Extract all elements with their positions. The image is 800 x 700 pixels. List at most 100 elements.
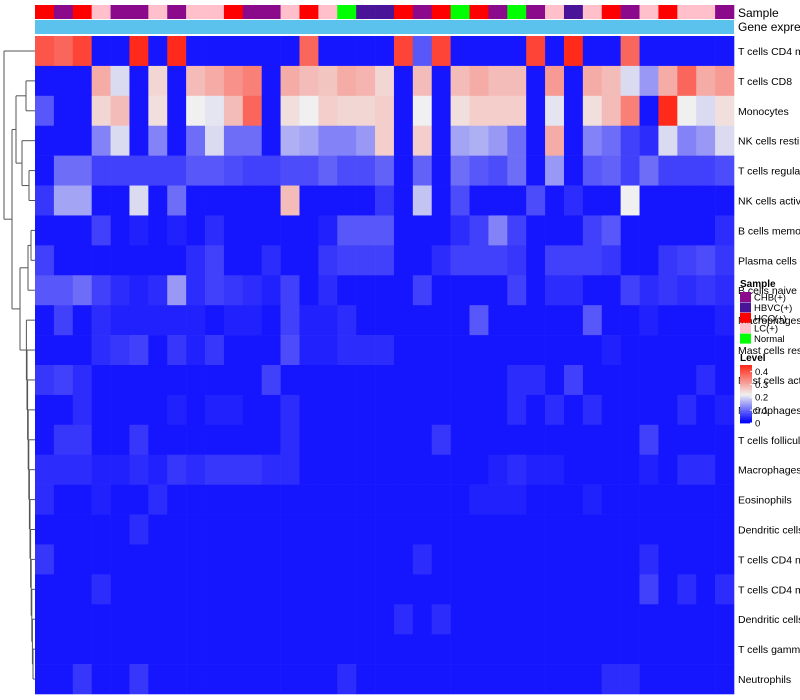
heatmap-cell	[223, 454, 244, 485]
sample-annotation-cell	[167, 5, 187, 19]
heatmap-cell	[545, 514, 565, 545]
legend-swatch	[740, 323, 751, 334]
heatmap-cell	[507, 365, 527, 396]
heatmap-cell	[601, 36, 621, 67]
sample-annotation-cell	[393, 5, 414, 19]
heatmap-cell	[129, 365, 149, 396]
heatmap-cell	[563, 604, 584, 635]
heatmap-cell	[469, 365, 489, 396]
heatmap-cell	[488, 664, 508, 695]
legend-ramp-step	[740, 399, 752, 402]
heatmap-cell	[658, 155, 678, 186]
heatmap-cell	[563, 155, 584, 186]
heatmap-cell	[393, 95, 414, 127]
heatmap-cell	[715, 305, 735, 336]
heatmap-cell	[35, 95, 55, 127]
heatmap-cell	[356, 305, 376, 336]
heatmap-cell	[393, 215, 414, 246]
heatmap-cell	[620, 484, 640, 515]
heatmap-cell	[129, 125, 149, 156]
sample-annotation-cell	[601, 5, 621, 19]
heatmap-cell	[450, 275, 470, 306]
heatmap-cell	[205, 664, 225, 695]
heatmap-cell	[261, 305, 281, 336]
heatmap-cell	[412, 544, 433, 575]
heatmap-cell	[91, 65, 111, 97]
heatmap-cell	[393, 185, 414, 216]
heatmap-cell	[677, 514, 697, 545]
heatmap-cell	[563, 36, 584, 67]
heatmap-cell	[167, 454, 187, 485]
heatmap-cell	[639, 394, 659, 426]
heatmap-cell	[715, 155, 735, 186]
legend-tick-label: 0.4	[755, 367, 768, 378]
heatmap-cell	[299, 245, 319, 276]
heatmap-cell	[375, 215, 395, 246]
heatmap-cell	[696, 484, 716, 515]
heatmap-cell	[545, 365, 565, 396]
heatmap-cell	[129, 305, 149, 336]
heatmap-cell	[167, 514, 187, 545]
heatmap-cell	[356, 394, 376, 426]
heatmap-cell	[412, 245, 433, 276]
heatmap-cell	[148, 454, 168, 485]
heatmap-cell	[299, 95, 319, 127]
legend-ramp-step	[740, 394, 752, 396]
heatmap-cell	[582, 125, 603, 156]
sample-annotation-cell	[658, 5, 678, 19]
heatmap-cell	[186, 604, 206, 635]
heatmap-cell	[72, 185, 92, 216]
heatmap-cell	[186, 155, 206, 186]
heatmap-cell	[167, 484, 187, 515]
heatmap-cell	[375, 335, 395, 366]
heatmap-cell	[167, 125, 187, 156]
heatmap-cell	[601, 394, 621, 426]
heatmap-cell	[469, 394, 489, 426]
heatmap-cell	[242, 245, 263, 276]
heatmap-cell	[72, 335, 92, 366]
heatmap-cell	[412, 335, 433, 366]
row-label: Neutrophils	[738, 674, 791, 686]
row-label: Eosinophils	[738, 495, 792, 507]
heatmap-cell	[53, 185, 74, 216]
heatmap-cell	[526, 664, 546, 695]
heatmap-cell	[72, 365, 92, 396]
heatmap-cell	[72, 275, 92, 306]
heatmap-cell	[186, 245, 206, 276]
legend: Sample CHB(+)HBVC(+)HCC(+)LC(+)Normal Leve…	[740, 279, 792, 430]
heatmap-cell	[318, 185, 338, 216]
heatmap-cell	[488, 634, 508, 665]
heatmap-cell	[601, 424, 621, 456]
heatmap-cell	[356, 245, 376, 276]
heatmap-cell	[620, 185, 640, 216]
heatmap-cell	[582, 544, 603, 575]
heatmap-cell	[72, 514, 92, 545]
heatmap-cell	[129, 36, 149, 67]
sample-annotation-cell	[337, 5, 357, 19]
heatmap-cell	[280, 65, 300, 97]
heatmap-cell	[412, 95, 433, 127]
heatmap-cell	[658, 95, 678, 127]
heatmap-cell	[35, 155, 55, 186]
heatmap-cell	[223, 484, 244, 515]
heatmap-cell	[696, 634, 716, 665]
heatmap-cell	[53, 394, 74, 426]
heatmap-cell	[205, 215, 225, 246]
heatmap-cell	[545, 125, 565, 156]
sample-annotation-cell	[488, 5, 508, 19]
sample-annotation-cell	[677, 5, 697, 19]
heatmap-cell	[393, 335, 414, 366]
heatmap-cell	[242, 514, 263, 545]
heatmap-cell	[658, 424, 678, 456]
heatmap-cell	[658, 484, 678, 515]
heatmap-cell	[658, 65, 678, 97]
heatmap-cell	[91, 155, 111, 186]
legend-swatch	[740, 302, 751, 313]
heatmap-cell	[35, 245, 55, 276]
heatmap-cell	[582, 574, 603, 605]
heatmap-cell	[280, 215, 300, 246]
heatmap-cell	[186, 95, 206, 127]
heatmap-cell	[526, 604, 546, 635]
annotation-label-gene-expression: Gene expression level	[738, 20, 800, 34]
sample-annotation-cell	[375, 5, 395, 19]
